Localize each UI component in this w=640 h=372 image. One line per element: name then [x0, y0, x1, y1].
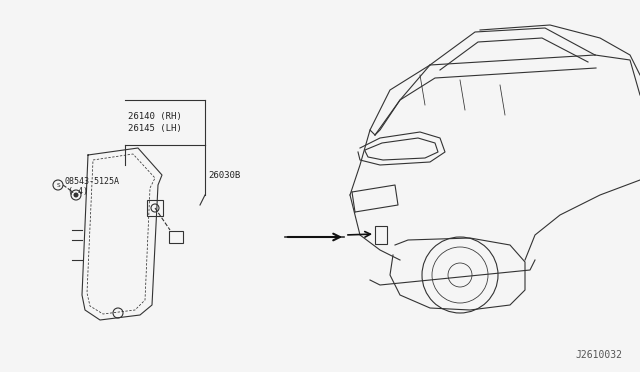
Text: ( 4): ( 4) — [68, 186, 88, 196]
Text: 26145 (LH): 26145 (LH) — [128, 124, 182, 132]
Bar — [169, 231, 183, 243]
Bar — [147, 200, 163, 216]
Text: 26140 (RH): 26140 (RH) — [128, 112, 182, 121]
Text: J2610032: J2610032 — [575, 350, 622, 360]
Text: 26030B: 26030B — [208, 170, 240, 180]
Bar — [375, 226, 387, 244]
Text: S: S — [56, 183, 60, 187]
Text: 08543-5125A: 08543-5125A — [64, 176, 119, 186]
Circle shape — [74, 192, 79, 198]
